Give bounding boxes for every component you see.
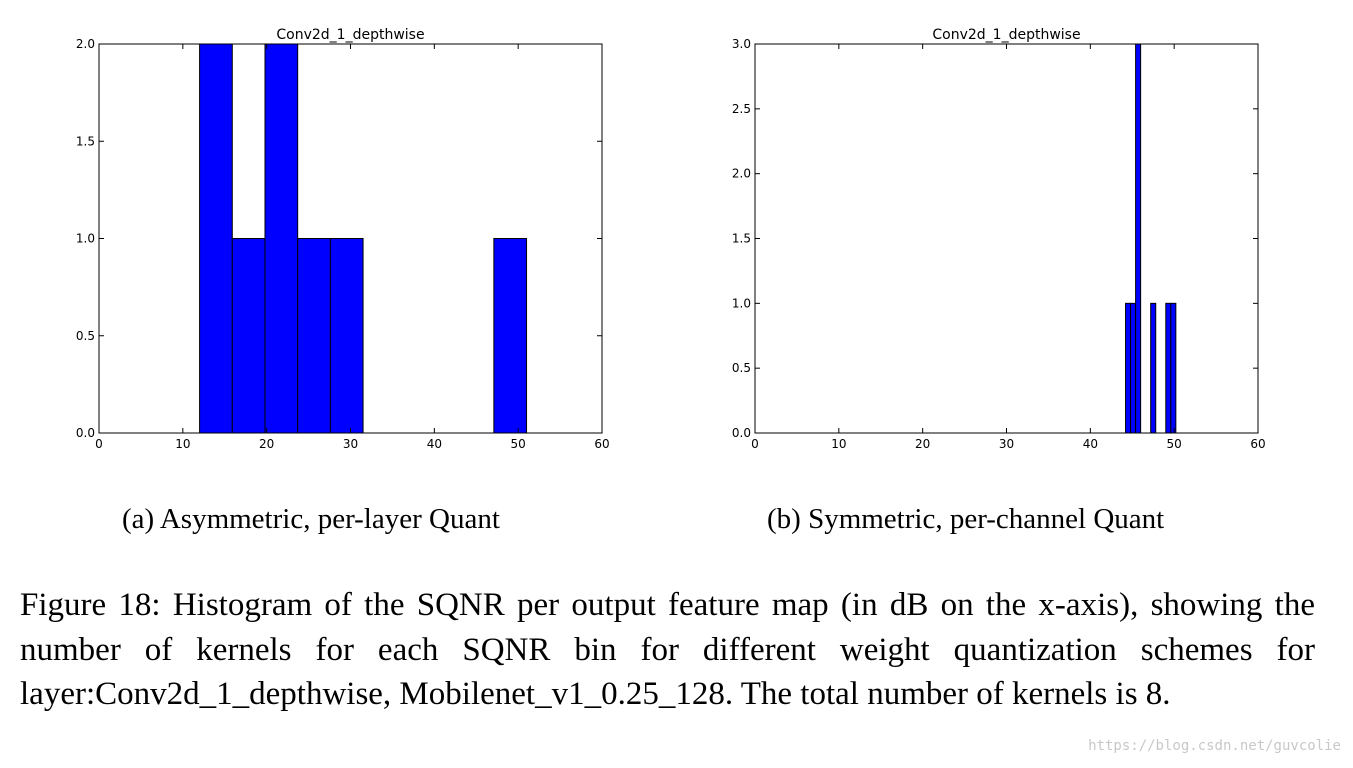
x-tick-label: 40 — [1083, 437, 1098, 451]
x-tick-label: 0 — [95, 437, 103, 451]
histogram-bar — [329, 238, 364, 434]
chart-title: Conv2d_1_depthwise — [932, 27, 1080, 43]
histogram-bar — [1170, 302, 1177, 434]
watermark: https://blog.csdn.net/guvcolie — [1088, 738, 1341, 754]
histogram-bar — [1150, 302, 1157, 434]
y-tick-label: 3.0 — [732, 37, 751, 51]
x-tick-label: 20 — [259, 437, 274, 451]
histogram-a: Conv2d_1_depthwise 0 10 20 30 40 50 60 0.0 0.5 1.0… — [76, 27, 610, 451]
y-tick-label: 2.5 — [732, 102, 751, 116]
chart-title: Conv2d_1_depthwise — [276, 27, 424, 43]
y-tick-label: 0.0 — [732, 426, 751, 440]
x-tick-label: 30 — [343, 437, 358, 451]
histogram-bar — [1165, 302, 1172, 434]
histogram-bar — [231, 238, 266, 434]
histogram-bar — [264, 43, 299, 434]
histogram-bar — [1125, 302, 1132, 434]
x-tick-label: 30 — [999, 437, 1014, 451]
histogram-bar — [297, 238, 331, 434]
histogram-bar — [493, 238, 528, 434]
x-tick-label: 20 — [915, 437, 930, 451]
y-tick-label: 1.0 — [76, 232, 95, 246]
subcaption-a: (a) Asymmetric, per-layer Quant — [122, 503, 500, 535]
x-tick-label: 60 — [1250, 437, 1265, 451]
y-tick-label: 1.5 — [732, 232, 751, 246]
x-tick-label: 10 — [175, 437, 190, 451]
x-tick-label: 0 — [751, 437, 759, 451]
y-tick-label: 2.0 — [76, 37, 95, 51]
y-tick-label: 2.0 — [732, 167, 751, 181]
histogram-bar — [1130, 302, 1137, 434]
x-tick-label: 40 — [427, 437, 442, 451]
y-tick-label: 0.5 — [732, 361, 751, 375]
x-tick-label: 50 — [1167, 437, 1182, 451]
y-tick-label: 0.0 — [76, 426, 95, 440]
figure-caption: Figure 18: Histogram of the SQNR per out… — [20, 587, 1315, 712]
x-tick-label: 60 — [594, 437, 609, 451]
histogram-bar — [1135, 43, 1142, 434]
y-tick-label: 0.5 — [76, 329, 95, 343]
x-tick-label: 50 — [511, 437, 526, 451]
y-tick-label: 1.0 — [732, 296, 751, 310]
x-tick-label: 10 — [831, 437, 846, 451]
y-tick-label: 1.5 — [76, 134, 95, 148]
subcaption-b: (b) Symmetric, per-channel Quant — [767, 503, 1165, 535]
histogram-b: Conv2d_1_depthwise 0 10 20 30 40 50 60 0.0 0.5 1.0… — [732, 27, 1266, 451]
histogram-bar — [199, 43, 233, 434]
plot-frame — [754, 43, 1259, 434]
